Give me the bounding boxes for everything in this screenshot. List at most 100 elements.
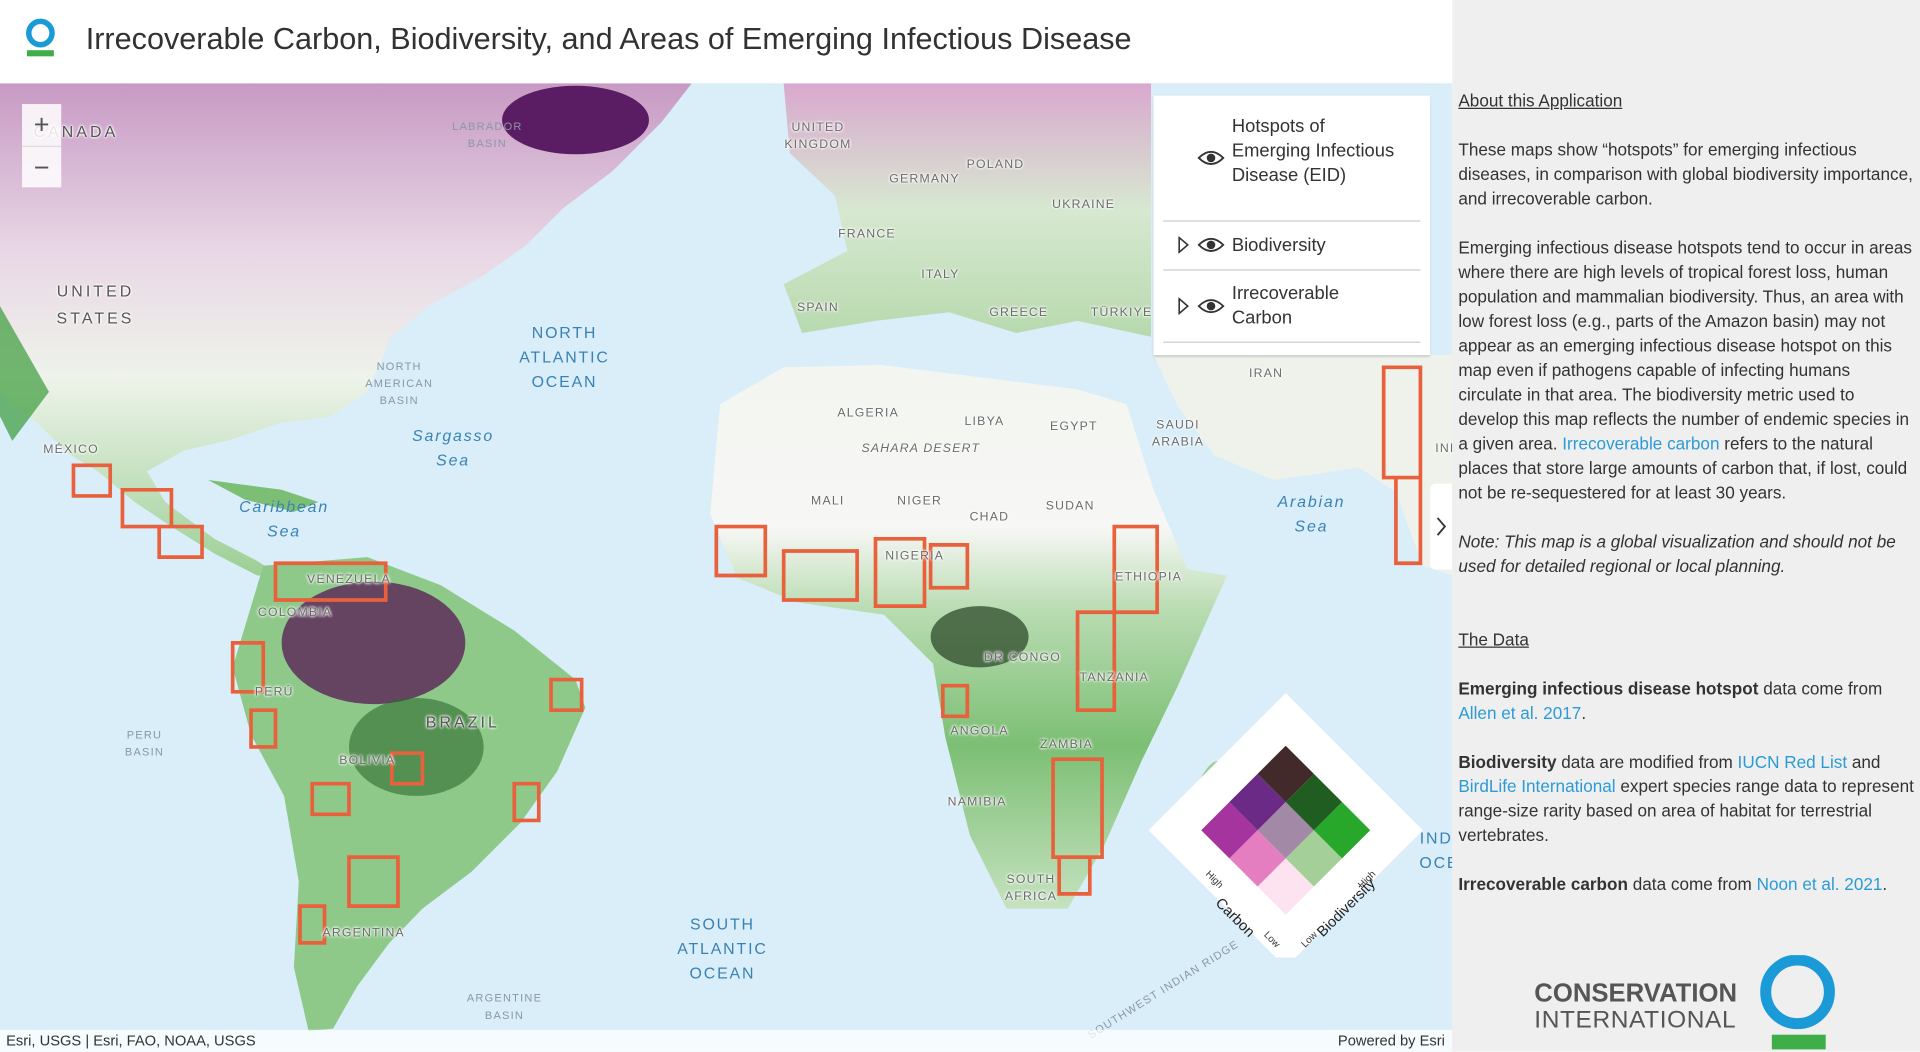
zoom-in-button[interactable]: + — [33, 108, 50, 140]
layer-item[interactable]: Irrecoverable Carbon — [1163, 271, 1421, 343]
land-caribbean — [208, 480, 319, 512]
link[interactable]: Irrecoverable carbon — [1562, 433, 1720, 454]
paragraph: Irrecoverable carbon data come from Noon… — [1458, 872, 1914, 896]
zoom-out-button[interactable]: − — [22, 145, 62, 189]
eye-icon[interactable] — [1197, 298, 1225, 315]
text: These maps show “hotspots” for emerging … — [1458, 139, 1913, 209]
map-label: UKRAINE — [1052, 198, 1116, 212]
map-label: CHAD — [969, 510, 1010, 525]
sidebar: About this Application These maps show “… — [1452, 0, 1920, 1052]
map-label: SOUTH AFRICA — [1004, 873, 1058, 904]
map-basemap — [0, 83, 1453, 1032]
eid-hotspots — [71, 365, 1423, 945]
bold-text: Biodiversity — [1458, 751, 1557, 772]
text: and — [1847, 751, 1881, 772]
map-label: ARGENTINA — [322, 926, 405, 941]
text: expert species range data to represent r… — [1458, 776, 1914, 845]
layer-item[interactable]: Biodiversity — [1163, 222, 1421, 271]
link[interactable]: IUCN Red List — [1737, 751, 1848, 772]
logo-text: INTERNATIONAL — [1534, 1006, 1736, 1033]
map-label: Caribbean Sea — [239, 497, 330, 541]
link[interactable]: BirdLife International — [1458, 776, 1616, 796]
paragraph: Emerging infectious disease hotspot data… — [1458, 676, 1914, 725]
map-label: SPAIN — [796, 301, 839, 315]
map-label: GREECE — [989, 306, 1049, 320]
zoom-control: + − — [22, 104, 62, 189]
land-patch — [0, 306, 49, 441]
map-label: IRAN — [1249, 367, 1284, 381]
header: Irrecoverable Carbon, Biodiversity, and … — [0, 0, 1453, 84]
app-logo — [26, 18, 55, 57]
land-patch — [930, 606, 1029, 668]
text: refers to the natural places that store … — [1458, 433, 1908, 503]
map[interactable]: LABRADOR BASIN CANADA UNITED KINGDOM POLAND… — [0, 83, 1453, 1052]
map-label: Sargasso Sea — [412, 426, 495, 469]
text: . — [1581, 702, 1587, 723]
map-label: NIGERIA — [885, 549, 945, 564]
text: Note: This map is a global visualization… — [1458, 531, 1896, 576]
map-label: BOLIVIA — [339, 754, 396, 768]
map-label: GERMANY — [889, 172, 960, 187]
paragraph: These maps show “hotspots” for emerging … — [1458, 137, 1914, 210]
map-label: SAUDI ARABIA — [1151, 418, 1205, 450]
map-label: LABRADOR BASIN — [452, 120, 523, 150]
text: . — [1882, 874, 1888, 894]
layer-item[interactable]: Hotspots of Emerging Infectious Disease … — [1163, 96, 1421, 222]
layer-name: Hotspots of Emerging Infectious Disease … — [1231, 116, 1395, 187]
map-label: NORTH AMERICAN BASIN — [365, 360, 434, 407]
legend-cells — [1201, 745, 1371, 915]
map-label: INDIAN OCEAN — [1419, 828, 1453, 872]
land-north-america — [0, 83, 692, 576]
legend-cell — [1201, 802, 1258, 859]
sidebar-text: About this Application These maps show “… — [1458, 88, 1914, 921]
map-label: ANGOLA — [950, 724, 1009, 739]
text: data come from — [1758, 678, 1883, 698]
text: data come from — [1627, 874, 1757, 894]
map-label: UNITED KINGDOM — [784, 121, 852, 152]
link[interactable]: Noon et al. 2021 — [1756, 874, 1883, 894]
map-label: ALGERIA — [837, 406, 899, 421]
text: data are modified from — [1556, 751, 1738, 772]
map-label: ARGENTINE BASIN — [466, 991, 543, 1022]
map-label: SUDAN — [1045, 499, 1095, 514]
land-patch — [281, 581, 466, 705]
paragraph: Emerging infectious disease hotspots ten… — [1458, 235, 1914, 504]
map-label: NIGER — [897, 494, 943, 509]
powered-by[interactable]: Powered by Esri — [1337, 1032, 1445, 1050]
map-label: POLAND — [966, 157, 1025, 172]
map-label: NAMIBIA — [947, 795, 1007, 810]
logo-text: CONSERVATION — [1534, 980, 1737, 1008]
attribution: Esri, USGS | Esri, FAO, NOAA, USGS — [6, 1032, 256, 1050]
eye-icon[interactable] — [1197, 236, 1225, 253]
bold-text: Irrecoverable carbon — [1458, 874, 1628, 894]
map-label: SAHARA DESERT — [861, 442, 981, 456]
logo-bar — [1771, 1034, 1826, 1050]
layer-name: Irrecoverable Carbon — [1231, 282, 1340, 329]
map-label: PERÚ — [254, 685, 294, 700]
layer-name: Biodiversity — [1231, 235, 1326, 256]
expand-icon[interactable] — [1178, 297, 1190, 315]
chevron-icon — [1436, 517, 1447, 536]
note: Note: This map is a global visualization… — [1458, 529, 1914, 578]
expand-icon[interactable] — [1178, 236, 1190, 254]
map-label: BRAZIL — [425, 712, 500, 732]
collapse-button[interactable] — [1430, 483, 1453, 570]
section-heading: The Data — [1458, 629, 1529, 649]
attribution-bar: Esri, USGS | Esri, FAO, NOAA, USGS Power… — [0, 1029, 1453, 1052]
land-europe — [783, 83, 1152, 337]
layer-list: Hotspots of Emerging Infectious Disease … — [1153, 95, 1431, 356]
map-label: MALI — [811, 494, 845, 509]
map-label: ZAMBIA — [1040, 738, 1094, 752]
map-label: UNITED STATES — [56, 281, 135, 327]
link[interactable]: Allen et al. 2017 — [1458, 702, 1582, 723]
land-patch — [348, 697, 484, 796]
map-label: EGYPT — [1050, 420, 1098, 434]
map-label: COLOMBIA — [257, 606, 333, 620]
eye-icon[interactable] — [1197, 149, 1225, 166]
bold-text: Emerging infectious disease hotspot — [1458, 678, 1759, 698]
map-label: ITALY — [921, 268, 960, 282]
map-label: INDIA — [1435, 442, 1452, 456]
